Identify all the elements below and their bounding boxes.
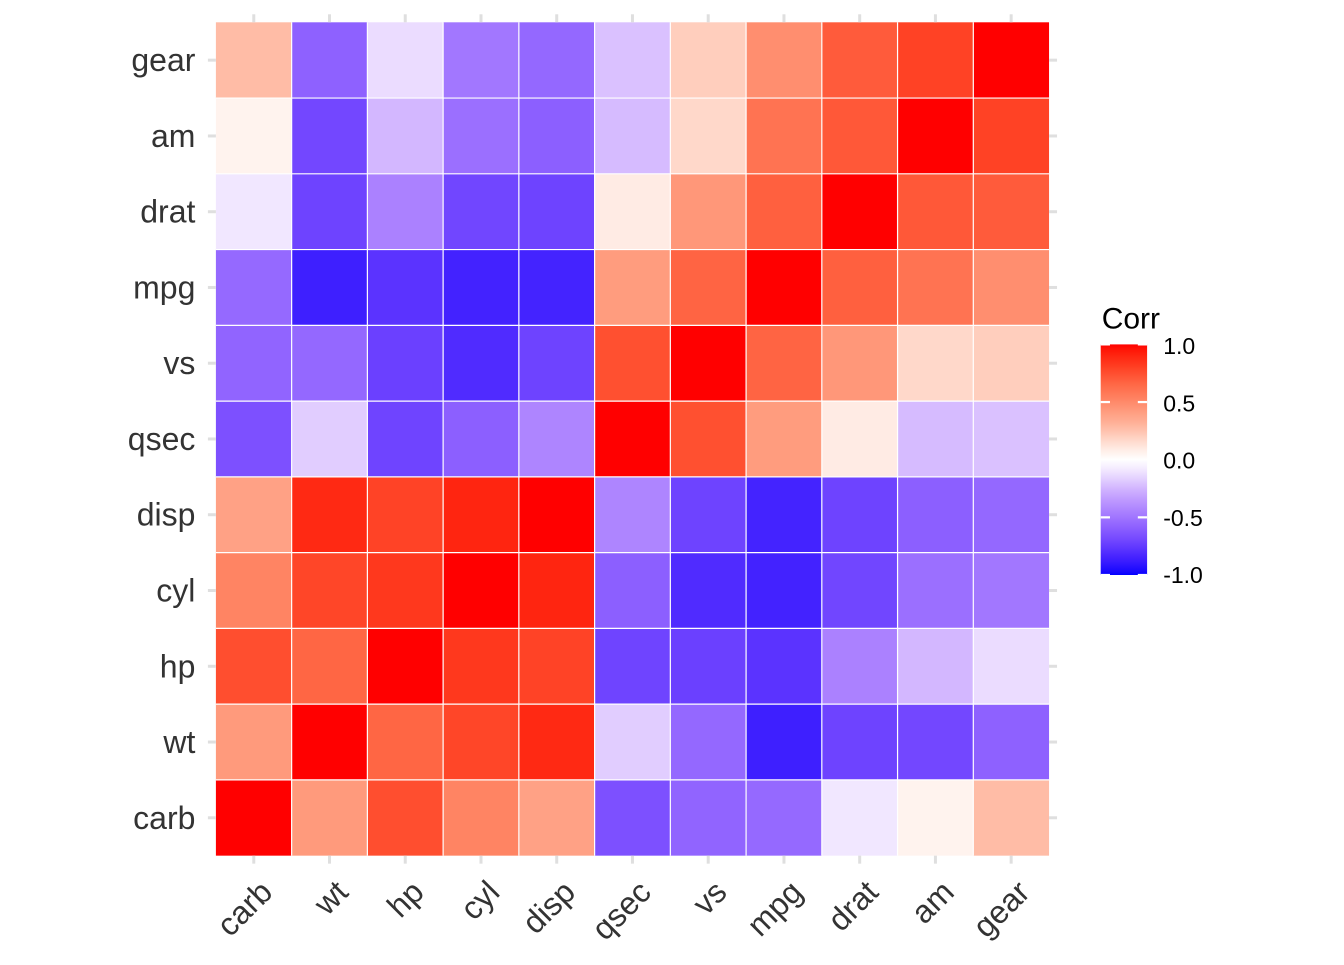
svg-text:cyl: cyl <box>156 573 195 609</box>
svg-text:am: am <box>151 118 195 154</box>
svg-text:vs: vs <box>163 345 195 381</box>
svg-text:-0.5: -0.5 <box>1163 505 1203 531</box>
svg-text:0.5: 0.5 <box>1163 390 1195 416</box>
svg-text:0.0: 0.0 <box>1163 448 1195 474</box>
svg-text:hp: hp <box>160 648 196 684</box>
svg-text:wt: wt <box>162 724 195 760</box>
svg-text:-1.0: -1.0 <box>1163 562 1203 588</box>
svg-text:carb: carb <box>133 800 195 836</box>
svg-text:1.0: 1.0 <box>1163 333 1195 359</box>
svg-text:mpg: mpg <box>133 269 195 305</box>
svg-text:disp: disp <box>137 497 196 533</box>
svg-text:qsec: qsec <box>128 421 196 457</box>
svg-text:drat: drat <box>140 194 195 230</box>
svg-text:gear: gear <box>131 42 195 78</box>
svg-text:Corr: Corr <box>1102 303 1160 336</box>
